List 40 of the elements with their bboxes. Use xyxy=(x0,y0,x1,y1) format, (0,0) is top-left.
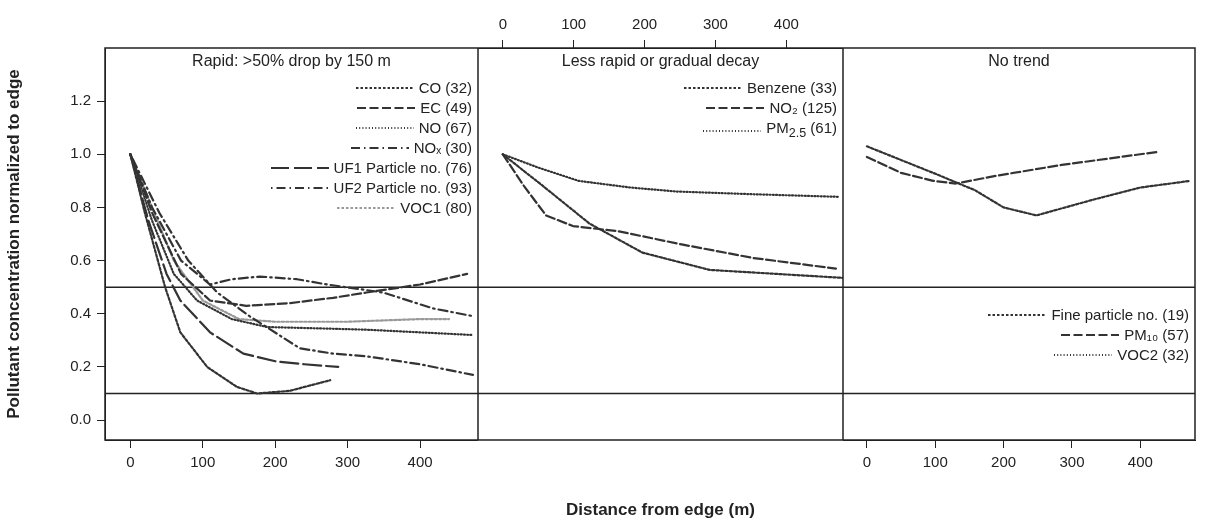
legend-label: VOC1 (80) xyxy=(400,198,472,218)
x-tick-label: 0 xyxy=(862,453,872,471)
legend-label: Fine particle no. (19) xyxy=(1051,305,1189,325)
x-tick-label: 400 xyxy=(407,453,433,471)
x-tick-label: 100 xyxy=(922,453,948,471)
x-tick-label: 300 xyxy=(1059,453,1085,471)
x-tick-label: 300 xyxy=(335,453,361,471)
x-tick-label: 300 xyxy=(702,15,728,33)
legend-label: UF2 Particle no. (93) xyxy=(333,178,472,198)
legend-label: NOₓ (30) xyxy=(413,138,472,158)
legend-label: VOC2 (32) xyxy=(1117,345,1189,365)
y-tick-label: 0.2 xyxy=(70,357,91,375)
legend-label: CO (32) xyxy=(418,78,472,98)
y-tick-label: 1.0 xyxy=(70,144,91,162)
x-tick-label: 200 xyxy=(991,453,1017,471)
legend-label: PM$_{2.5}$ (61) xyxy=(766,118,837,142)
x-tick-label: 100 xyxy=(190,453,216,471)
chart-title: Rapid: >50% drop by 150 m xyxy=(192,52,391,70)
y-tick-label: 0.0 xyxy=(70,410,91,428)
legend-label: EC (49) xyxy=(420,98,472,118)
legend-label: PM₁₀ (57) xyxy=(1124,325,1189,345)
x-tick-label: 400 xyxy=(773,15,799,33)
legend-label: UF1 Particle no. (76) xyxy=(333,158,472,178)
y-tick-label: 0.8 xyxy=(70,197,91,215)
y-tick-label: 1.2 xyxy=(70,91,91,109)
legend-label: Benzene (33) xyxy=(746,78,837,98)
y-tick-label: 0.6 xyxy=(70,250,91,268)
x-tick-label: 200 xyxy=(262,453,288,471)
chart-title: No trend xyxy=(988,52,1050,70)
y-axis-title: Pollutant concentration normalized to edge xyxy=(3,69,23,419)
x-tick-label: 100 xyxy=(561,15,587,33)
chart-title: Less rapid or gradual decay xyxy=(561,52,760,70)
x-tick-label: 0 xyxy=(498,15,507,33)
x-tick-label: 200 xyxy=(632,15,658,33)
x-axis-title: Distance from edge (m) xyxy=(565,500,756,520)
legend-label: NO (67) xyxy=(418,118,472,138)
y-tick-label: 0.4 xyxy=(70,303,91,321)
legend-label: NO₂ (125) xyxy=(769,98,837,118)
x-tick-label: 400 xyxy=(1127,453,1153,471)
x-tick-label: 0 xyxy=(126,453,135,471)
